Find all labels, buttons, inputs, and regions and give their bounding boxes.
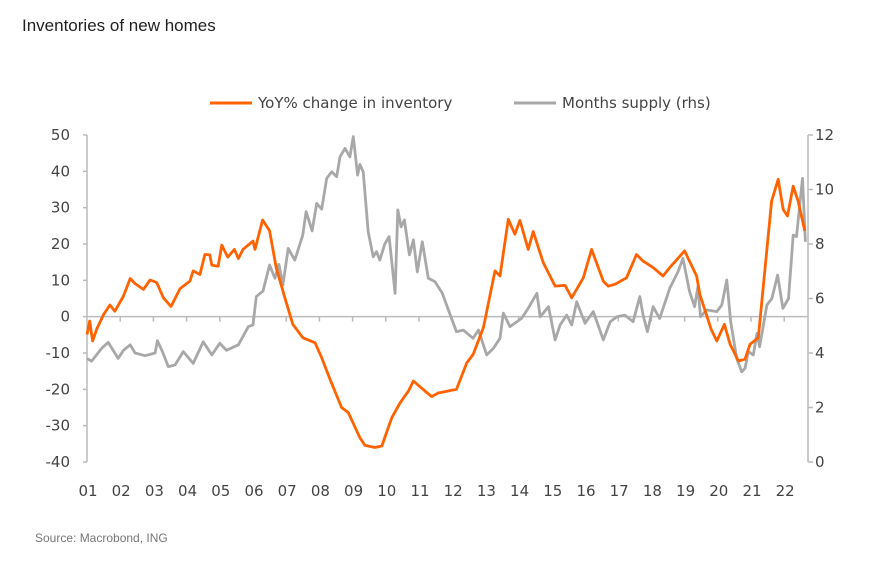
x-tick-label: 12 (444, 482, 463, 500)
x-tick-label: 16 (576, 482, 595, 500)
x-tick-label: 14 (510, 482, 529, 500)
x-tick-label: 20 (709, 482, 728, 500)
x-tick-label: 05 (211, 482, 230, 500)
x-tick-label: 09 (344, 482, 363, 500)
right-tick-label: 8 (815, 235, 825, 253)
left-tick-label: 30 (51, 199, 70, 217)
series-line-yoy-change (85, 177, 807, 449)
series-line-months-supply (86, 135, 807, 374)
x-tick-label: 15 (543, 482, 562, 500)
source-note: Source: Macrobond, ING (35, 531, 168, 545)
left-tick-label: -10 (46, 344, 71, 362)
right-tick-label: 4 (815, 344, 825, 362)
chart-title: Inventories of new homes (22, 16, 216, 35)
x-tick-label: 04 (178, 482, 197, 500)
left-tick-label: 50 (51, 126, 70, 144)
x-tick-label: 01 (78, 482, 97, 500)
left-tick-label: 10 (51, 271, 70, 289)
right-tick-label: 10 (815, 181, 834, 199)
left-tick-label: 0 (60, 308, 70, 326)
right-tick-label: 12 (815, 126, 834, 144)
left-tick-label: 20 (51, 235, 70, 253)
left-tick-label: 40 (51, 162, 70, 180)
x-tick-label: 06 (244, 482, 263, 500)
right-tick-label: 2 (815, 399, 825, 417)
x-tick-label: 22 (776, 482, 795, 500)
x-tick-label: 18 (643, 482, 662, 500)
left-tick-label: -20 (46, 380, 71, 398)
x-tick-label: 03 (145, 482, 164, 500)
legend: YoY% change in inventory Months supply (… (210, 94, 711, 112)
left-tick-label: -40 (46, 453, 71, 471)
left-tick-label: -30 (46, 417, 71, 435)
x-tick-label: 19 (676, 482, 695, 500)
series-lines (85, 135, 807, 449)
legend-label-yoy: YoY% change in inventory (257, 94, 452, 112)
x-tick-label: 11 (410, 482, 429, 500)
legend-label-months: Months supply (rhs) (562, 94, 711, 112)
x-tick-label: 17 (610, 482, 629, 500)
x-tick-label: 10 (377, 482, 396, 500)
x-tick-label: 02 (112, 482, 131, 500)
right-tick-label: 6 (815, 290, 825, 308)
x-tick-label: 07 (278, 482, 297, 500)
x-tick-label: 21 (742, 482, 761, 500)
x-tick-label: 13 (477, 482, 496, 500)
right-tick-label: 0 (815, 453, 825, 471)
x-tick-label: 08 (311, 482, 330, 500)
